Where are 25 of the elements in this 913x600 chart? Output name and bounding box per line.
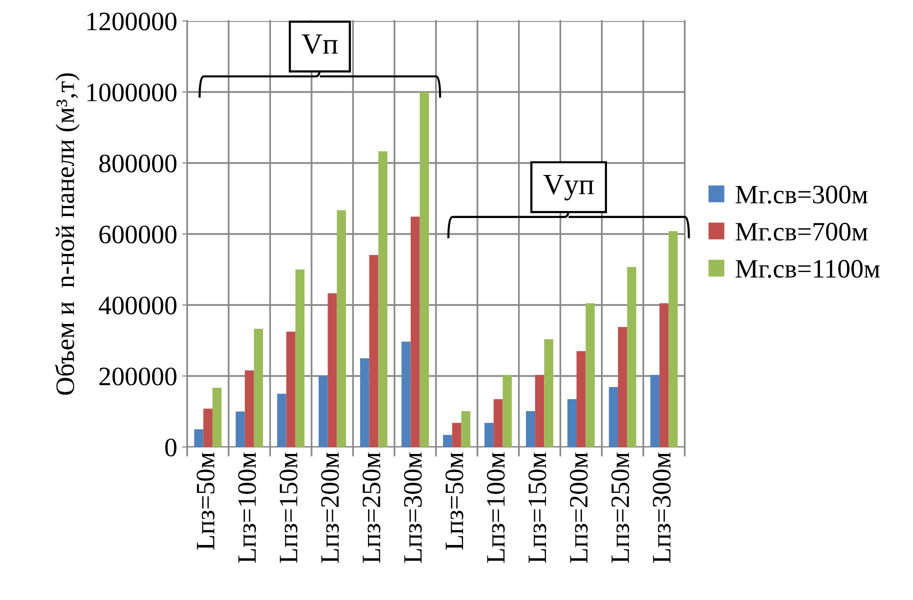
x-tick-label: Lпз=300м [404,452,422,563]
y-tick-label: 0 [165,438,176,456]
x-tick-label: Lпз=200м [321,452,339,563]
annotation: Vуп [543,174,594,200]
y-tick-label: 800000 [99,154,176,172]
x-tick-label: Lпз=150м [280,452,298,563]
legend-label: Мг.св=700м [736,222,868,241]
x-tick-label: Lпз=50м [196,452,215,550]
y-tick-label: 1000000 [87,84,176,102]
y-axis-title: Объем и n-ной панели (м³,т) [55,73,80,395]
y-tick-label: 200000 [99,368,176,386]
x-tick-label: Lпз=250м [362,452,380,563]
y-tick-label: 400000 [98,296,176,314]
x-tick-label: Lпз=300м [652,452,671,563]
legend-label: Мг.св=300м [736,186,868,204]
x-tick-label: Lпз=200м [570,452,588,563]
x-tick-label: Lпз=100м [238,452,256,563]
x-tick-label: Lпз=250м [611,452,630,563]
y-tick-label: 1200000 [87,12,176,30]
y-tick-label: 600000 [99,226,176,244]
x-tick-label: Lпз=50м [445,452,464,550]
x-tick-label: Lпз=150м [528,452,546,563]
x-tick-label: Lпз=100м [486,452,505,563]
legend-label: Мг.св=1100м [736,260,880,278]
annotation: Vп [302,34,338,54]
